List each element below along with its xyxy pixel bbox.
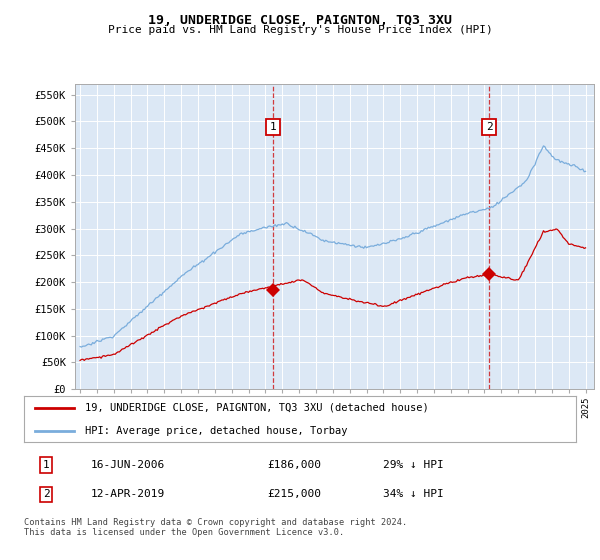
Text: 12-APR-2019: 12-APR-2019: [90, 489, 164, 500]
Text: 34% ↓ HPI: 34% ↓ HPI: [383, 489, 443, 500]
Text: £215,000: £215,000: [267, 489, 321, 500]
Text: Contains HM Land Registry data © Crown copyright and database right 2024.
This d: Contains HM Land Registry data © Crown c…: [24, 518, 407, 538]
Text: 19, UNDERIDGE CLOSE, PAIGNTON, TQ3 3XU: 19, UNDERIDGE CLOSE, PAIGNTON, TQ3 3XU: [148, 14, 452, 27]
Text: 16-JUN-2006: 16-JUN-2006: [90, 460, 164, 470]
Text: 1: 1: [43, 460, 49, 470]
Text: 29% ↓ HPI: 29% ↓ HPI: [383, 460, 443, 470]
Text: 2: 2: [486, 122, 493, 132]
Text: Price paid vs. HM Land Registry's House Price Index (HPI): Price paid vs. HM Land Registry's House …: [107, 25, 493, 35]
Text: 2: 2: [43, 489, 49, 500]
Text: HPI: Average price, detached house, Torbay: HPI: Average price, detached house, Torb…: [85, 426, 347, 436]
Text: £186,000: £186,000: [267, 460, 321, 470]
Text: 19, UNDERIDGE CLOSE, PAIGNTON, TQ3 3XU (detached house): 19, UNDERIDGE CLOSE, PAIGNTON, TQ3 3XU (…: [85, 403, 428, 413]
Text: 1: 1: [270, 122, 277, 132]
